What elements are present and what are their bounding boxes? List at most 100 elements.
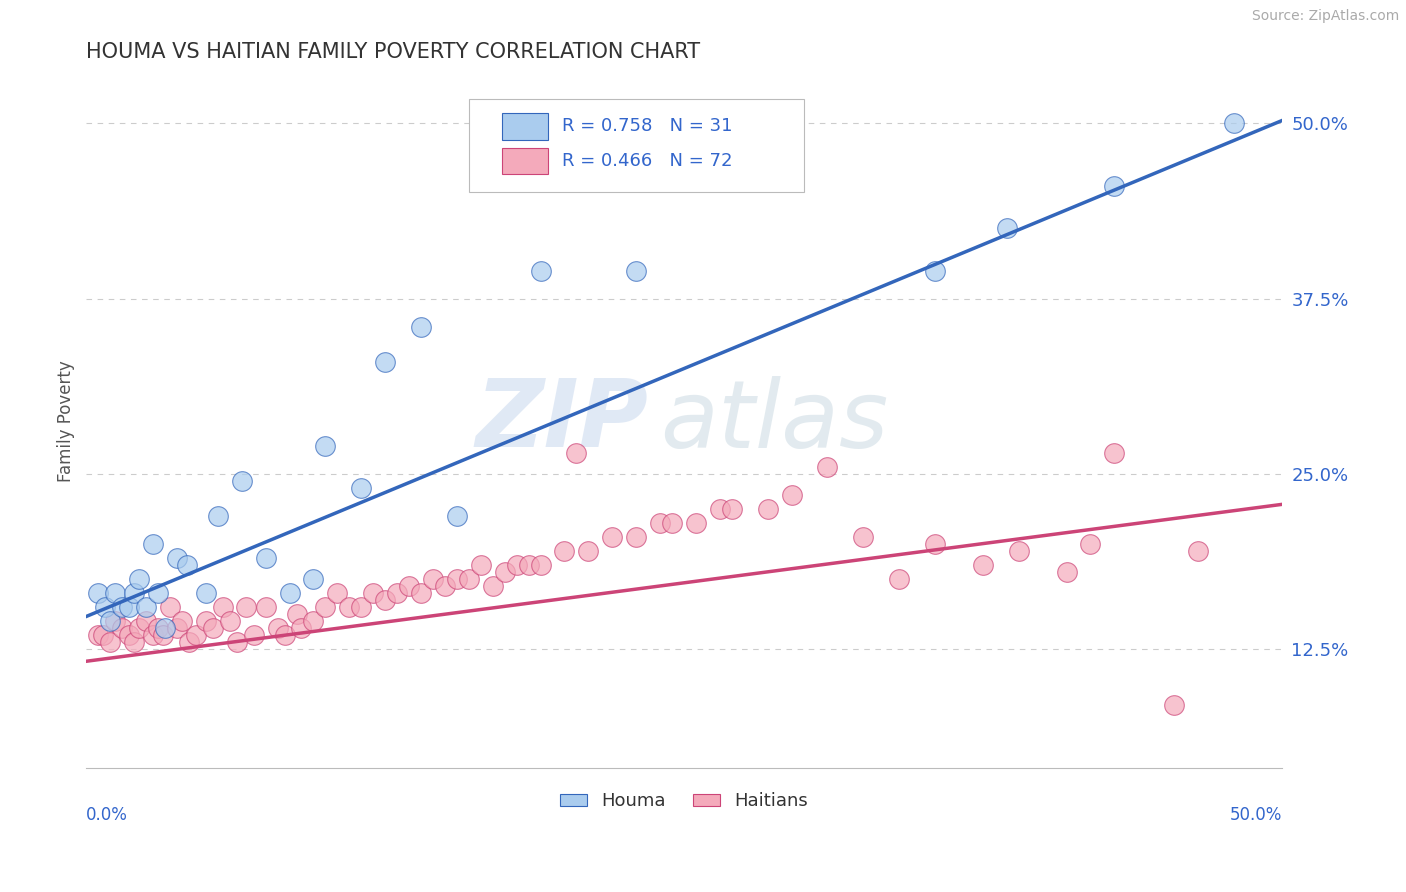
Point: [128, 621, 150, 635]
Point: [481, 579, 503, 593]
Text: Source: ZipAtlas.com: Source: ZipAtlas.com: [1251, 9, 1399, 23]
Point: [104, 614, 127, 628]
Point: [529, 558, 551, 572]
Point: [176, 558, 198, 572]
Point: [285, 607, 308, 621]
Point: [118, 627, 141, 641]
Point: [446, 508, 468, 523]
Legend: Houma, Haitians: Houma, Haitians: [553, 785, 815, 818]
Point: [146, 621, 169, 635]
FancyBboxPatch shape: [502, 113, 548, 139]
Point: [1104, 179, 1126, 194]
Point: [194, 614, 217, 628]
Point: [314, 599, 336, 614]
Point: [290, 621, 312, 635]
Point: [529, 263, 551, 277]
Point: [87, 627, 110, 641]
Point: [972, 558, 994, 572]
Point: [1056, 565, 1078, 579]
Text: ZIP: ZIP: [475, 375, 648, 467]
Point: [274, 627, 297, 641]
Point: [517, 558, 540, 572]
Point: [302, 614, 325, 628]
Point: [135, 614, 157, 628]
Point: [398, 579, 420, 593]
Point: [648, 516, 671, 530]
Point: [385, 585, 408, 599]
Point: [231, 474, 253, 488]
Point: [122, 634, 145, 648]
Point: [505, 558, 527, 572]
Point: [218, 614, 240, 628]
Y-axis label: Family Poverty: Family Poverty: [58, 360, 75, 482]
Point: [924, 263, 946, 277]
Text: 50.0%: 50.0%: [1229, 805, 1282, 824]
FancyBboxPatch shape: [502, 148, 548, 174]
Text: HOUMA VS HAITIAN FAMILY POVERTY CORRELATION CHART: HOUMA VS HAITIAN FAMILY POVERTY CORRELAT…: [86, 42, 700, 62]
Point: [170, 614, 193, 628]
Point: [624, 530, 647, 544]
Point: [87, 585, 110, 599]
Point: [207, 508, 229, 523]
Point: [111, 621, 134, 635]
Point: [494, 565, 516, 579]
Point: [135, 599, 157, 614]
Point: [1008, 543, 1031, 558]
Point: [780, 487, 803, 501]
Point: [194, 585, 217, 599]
Point: [266, 621, 288, 635]
Point: [852, 530, 875, 544]
Point: [661, 516, 683, 530]
Point: [565, 445, 588, 459]
Point: [278, 585, 301, 599]
Point: [409, 585, 432, 599]
Point: [177, 634, 200, 648]
Point: [685, 516, 707, 530]
Point: [94, 599, 117, 614]
Point: [361, 585, 384, 599]
Point: [118, 599, 141, 614]
Point: [422, 572, 444, 586]
Point: [142, 627, 165, 641]
Point: [122, 585, 145, 599]
FancyBboxPatch shape: [468, 99, 804, 193]
Point: [302, 572, 325, 586]
Point: [889, 572, 911, 586]
Point: [128, 572, 150, 586]
Point: [924, 536, 946, 550]
Point: [104, 585, 127, 599]
Point: [242, 627, 264, 641]
Point: [146, 585, 169, 599]
Point: [159, 599, 181, 614]
Point: [457, 572, 479, 586]
Point: [211, 599, 233, 614]
Point: [166, 550, 188, 565]
Text: 0.0%: 0.0%: [86, 805, 128, 824]
Point: [470, 558, 492, 572]
Point: [326, 585, 349, 599]
Point: [756, 501, 779, 516]
Point: [153, 621, 176, 635]
Point: [624, 263, 647, 277]
Point: [186, 627, 208, 641]
Point: [152, 627, 174, 641]
Text: R = 0.758   N = 31: R = 0.758 N = 31: [562, 118, 733, 136]
Point: [1104, 445, 1126, 459]
Point: [600, 530, 623, 544]
Point: [446, 572, 468, 586]
Point: [98, 634, 121, 648]
Point: [1223, 116, 1246, 130]
Point: [254, 550, 277, 565]
Text: atlas: atlas: [659, 376, 889, 467]
Point: [314, 439, 336, 453]
Point: [142, 536, 165, 550]
Point: [350, 599, 373, 614]
Point: [166, 621, 188, 635]
Point: [817, 459, 839, 474]
Point: [1080, 536, 1102, 550]
Point: [553, 543, 575, 558]
Point: [709, 501, 731, 516]
Text: R = 0.466   N = 72: R = 0.466 N = 72: [562, 153, 733, 170]
Point: [721, 501, 744, 516]
Point: [350, 481, 373, 495]
